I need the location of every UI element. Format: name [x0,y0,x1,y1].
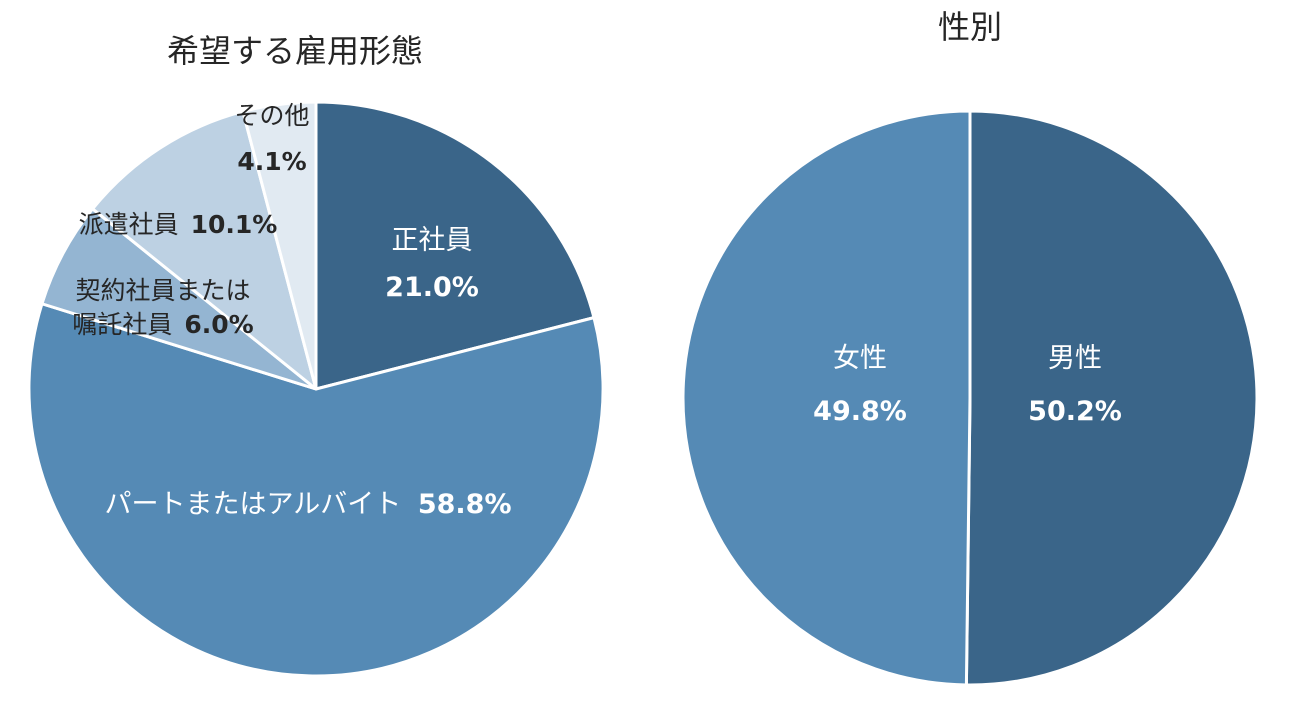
slice-label-seishain: 正社員 [392,225,473,256]
employment-slice-0 [314,100,596,391]
slice-value-seishain: 21.0% [385,272,479,303]
slice-value-keiyaku: 6.0% [184,310,253,339]
slice-label-sonota: その他 [234,101,309,130]
employment-slice-4 [241,100,318,391]
slice-label-female: 女性 [833,343,887,374]
slice-value-male: 50.2% [1028,396,1122,427]
pie-chart-employment: 希望する雇用形態 正社員 21.0% パートまたはアルバイト 58.8% 契約社… [27,32,605,678]
slice-label-keiyaku-name2: 嘱託社員 [72,310,172,339]
pie-chart-gender: 性別 男性 50.2% 女性 49.8% [681,8,1259,687]
slice-value-female: 49.8% [813,396,907,427]
slice-label-keiyaku-line1: 契約社員または [75,276,250,305]
slice-label-part-arbeit: パートまたはアルバイト 58.8% [105,489,512,520]
gender-slice-0 [964,109,1259,687]
slice-label-haken-name: 派遣社員 [79,210,179,239]
chart-title-employment: 希望する雇用形態 [167,32,423,70]
slice-label-male: 男性 [1048,343,1102,374]
slice-value-part-arbeit: 58.8% [418,489,512,520]
slice-label-part-arbeit-name: パートまたはアルバイト [105,489,402,520]
employment-slice-1 [27,302,605,678]
chart-title-gender: 性別 [938,8,1002,46]
slice-label-haken: 派遣社員 10.1% [79,210,278,239]
slice-value-haken: 10.1% [191,210,278,239]
slice-label-keiyaku-line2: 嘱託社員 6.0% [72,310,253,339]
slice-value-sonota: 4.1% [237,147,306,176]
pie-slices-employment [27,100,605,678]
gender-slice-1 [681,109,972,687]
pie-slices-gender [681,109,1259,687]
